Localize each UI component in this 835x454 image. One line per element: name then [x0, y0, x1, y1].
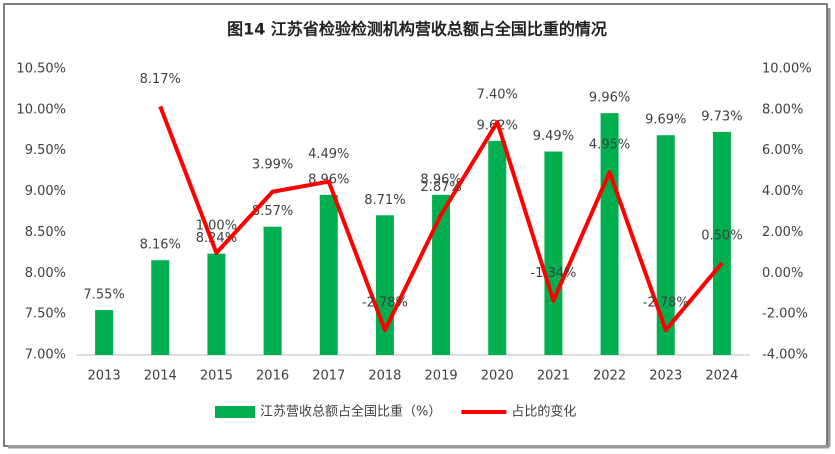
bar-label: 9.69% [645, 113, 686, 128]
y2-tick-label: 8.00% [762, 102, 803, 117]
y-tick-label: 9.50% [25, 143, 66, 158]
bar-label: 8.96% [420, 172, 461, 187]
y-tick-label: 7.50% [25, 307, 66, 322]
y2-tick-label: 2.00% [762, 225, 803, 240]
y2-tick-label: -2.00% [762, 307, 808, 322]
bar-label: 8.16% [140, 238, 181, 253]
line-label: 7.40% [477, 88, 518, 103]
bar-label: 9.96% [589, 91, 630, 106]
bar [600, 113, 619, 355]
bar [319, 194, 338, 355]
bar [95, 310, 114, 355]
chart-title: 图14 江苏省检验检测机构营收总额占全国比重的情况 [227, 20, 607, 39]
bar [712, 131, 731, 355]
x-tick-label: 2019 [425, 369, 458, 384]
line [158, 105, 724, 333]
x-tick-label: 2021 [537, 369, 570, 384]
frame [3, 3, 828, 447]
y2-tick-label: -4.00% [762, 348, 808, 363]
bar [375, 215, 394, 355]
x-tick-label: 2016 [256, 369, 289, 384]
y2-tick-label: 4.00% [762, 184, 803, 199]
line-label: -2.78% [643, 296, 689, 311]
y-tick-label: 10.00% [16, 102, 66, 117]
y-tick-label: 8.00% [25, 266, 66, 281]
line-label: 4.95% [589, 138, 630, 153]
y2-tick-label: 6.00% [762, 143, 803, 158]
bar-label: 7.55% [83, 288, 124, 303]
line-label: 8.17% [140, 72, 181, 87]
x-tick-label: 2014 [144, 369, 177, 384]
y-tick-label: 7.00% [25, 348, 66, 363]
line-label: 3.99% [252, 157, 293, 172]
x-tick-label: 2017 [312, 369, 345, 384]
legend-label: 江苏营收总额占全国比重（%） [260, 404, 441, 420]
line-label: -2.78% [362, 296, 408, 311]
x-tick-label: 2023 [649, 369, 682, 384]
bar-label: 9.73% [701, 109, 742, 124]
legend-swatch [215, 406, 255, 418]
bar [544, 151, 563, 355]
bar-label: 9.49% [533, 129, 574, 144]
line-label: 2.87% [420, 180, 461, 195]
y-tick-label: 8.50% [25, 225, 66, 240]
x-tick-label: 2022 [593, 369, 626, 384]
x-tick-label: 2013 [88, 369, 121, 384]
x-tick-label: 2020 [481, 369, 514, 384]
x-tick-label: 2015 [200, 369, 233, 384]
line-label: -1.34% [530, 266, 576, 281]
bar [432, 194, 451, 355]
x-tick-label: 2018 [368, 369, 401, 384]
bar-label: 8.57% [252, 204, 293, 219]
bar [263, 226, 282, 355]
line-label: 0.50% [701, 229, 742, 244]
line-label: 1.00% [196, 218, 237, 233]
y2-tick-label: 0.00% [762, 266, 803, 281]
y2-tick-label: 10.00% [762, 62, 812, 77]
bar-label: 8.71% [364, 193, 405, 208]
bar [656, 135, 675, 355]
y-tick-label: 10.50% [16, 62, 66, 77]
x-tick-label: 2024 [705, 369, 738, 384]
line-label: 4.49% [308, 147, 349, 162]
y-tick-label: 9.00% [25, 184, 66, 199]
bar [207, 253, 226, 355]
bar [488, 140, 507, 355]
legend-label: 占比的变化 [511, 404, 576, 420]
bar [151, 260, 170, 355]
